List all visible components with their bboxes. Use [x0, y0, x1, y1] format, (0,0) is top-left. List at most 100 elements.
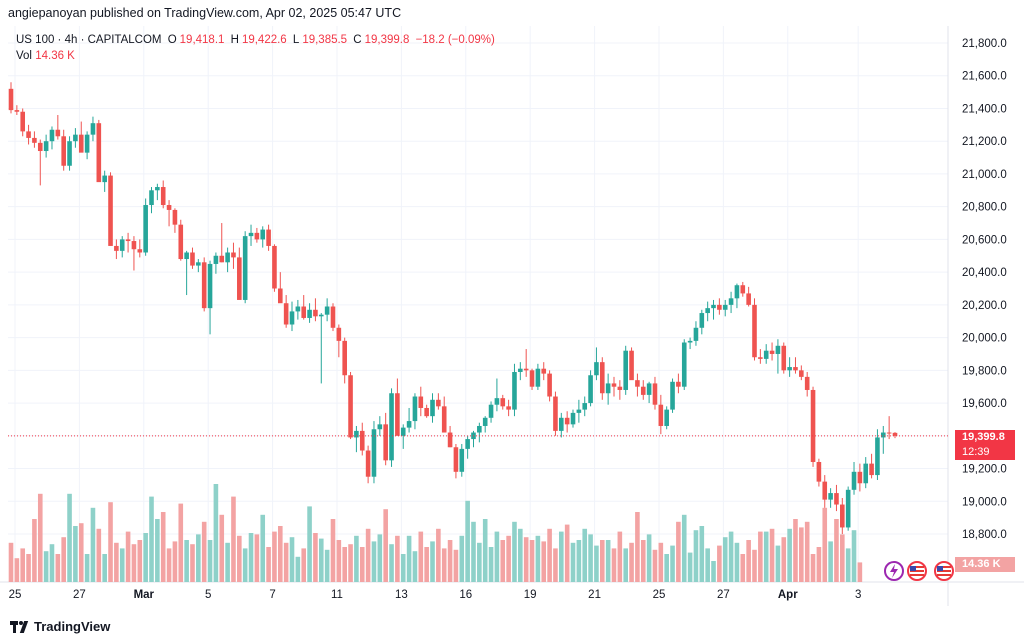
- y-tick-label: 21,200.0: [962, 136, 1007, 148]
- volume-bar: [84, 554, 90, 582]
- volume-bar: [793, 519, 798, 582]
- candle-body: [488, 404, 494, 418]
- symbol-label[interactable]: US 100 · 4h · CAPITALCOM: [16, 34, 162, 46]
- volume-bar: [26, 554, 31, 582]
- tradingview-logo-icon: [10, 620, 29, 633]
- volume-bar: [605, 540, 611, 582]
- candle-body: [711, 304, 716, 309]
- volume-bar: [670, 545, 675, 582]
- candle-body: [828, 493, 833, 500]
- volume-bar: [418, 531, 424, 582]
- y-tick-label: 20,400.0: [962, 267, 1007, 279]
- volume-bar: [277, 526, 283, 582]
- candle-body: [547, 373, 552, 397]
- volume-bar: [90, 507, 96, 582]
- volume-bar: [196, 534, 201, 582]
- volume-bar: [266, 547, 271, 582]
- volume-bar: [500, 540, 506, 582]
- us-flag-icon[interactable]: [934, 561, 954, 581]
- x-tick-label: 7: [269, 589, 275, 601]
- candle-body: [318, 314, 324, 317]
- volume-bar: [553, 548, 558, 582]
- volume-bar: [254, 534, 260, 582]
- volume-bar: [763, 531, 769, 582]
- candle-body: [389, 393, 394, 461]
- candle-body: [406, 421, 412, 428]
- volume-bar: [78, 523, 84, 582]
- last-price-value: 19,399.8: [962, 431, 1005, 443]
- volume-bar: [740, 554, 746, 582]
- volume-bar: [629, 542, 634, 582]
- volume-bar: [283, 542, 289, 582]
- candle-body: [231, 252, 236, 258]
- volume-bar: [108, 502, 113, 582]
- volume-bar: [67, 493, 72, 582]
- volume-bar: [547, 528, 552, 582]
- volume-bar: [301, 548, 307, 582]
- candle-body: [377, 424, 383, 430]
- y-tick-label: 21,800.0: [962, 38, 1007, 50]
- volume-bar: [810, 554, 816, 582]
- volume-bar: [242, 548, 248, 582]
- volume-bar: [529, 540, 535, 582]
- volume-bar: [237, 535, 242, 582]
- candle-body: [102, 175, 107, 183]
- volume-bar: [32, 519, 37, 582]
- open-value: 19,418.1: [179, 34, 225, 46]
- candle-body: [617, 386, 623, 390]
- candle-body: [55, 129, 61, 137]
- volume-bar: [722, 537, 728, 582]
- candle-body: [424, 407, 429, 417]
- volume-bar: [49, 544, 55, 582]
- volume-bar: [336, 540, 342, 582]
- volume-bar: [289, 537, 295, 582]
- x-tick-label: 27: [73, 589, 86, 601]
- x-tick-label: 25: [653, 589, 666, 601]
- candle-body: [869, 463, 874, 476]
- candle-body: [518, 368, 523, 372]
- volume-bar: [400, 554, 406, 582]
- candle-body: [26, 131, 31, 138]
- volume-bar: [664, 554, 669, 582]
- candle-body: [272, 245, 277, 289]
- candle-body: [857, 471, 863, 484]
- candle-body: [658, 404, 664, 426]
- volume-label[interactable]: Vol: [16, 50, 32, 62]
- lightning-icon[interactable]: [884, 561, 904, 581]
- us-flag-icon[interactable]: [907, 561, 927, 581]
- candlestick-chart[interactable]: 21,800.0 21,600.0 21,400.0 21,200.0 21,000.0…: [0, 26, 1024, 606]
- candle-body: [851, 471, 857, 490]
- ohlc-legend: US 100 · 4h · CAPITALCOM O 19,418.1 H 19,4…: [16, 34, 498, 46]
- volume-bar: [272, 531, 277, 582]
- volume-bar: [383, 509, 388, 582]
- candle-body: [219, 255, 225, 263]
- candle-body: [20, 111, 26, 132]
- candle-body: [125, 239, 131, 242]
- volume-bar: [61, 537, 66, 582]
- volume-bar: [822, 507, 828, 582]
- chart-area[interactable]: 21,800.0 21,600.0 21,400.0 21,200.0 21,000.0…: [0, 26, 1024, 606]
- brand-label: TradingView: [34, 619, 111, 634]
- candle-body: [512, 371, 517, 410]
- candle-body: [418, 396, 424, 408]
- candle-body: [588, 375, 593, 404]
- volume-bar: [73, 526, 78, 582]
- volume-bar: [260, 514, 266, 582]
- volume-bar: [295, 556, 301, 582]
- candle-body: [90, 123, 96, 135]
- candle-body: [769, 350, 775, 354]
- low-value: 19,385.5: [302, 34, 348, 46]
- volume-bar: [160, 512, 166, 582]
- high-value: 19,422.6: [241, 34, 287, 46]
- volume-bar: [576, 540, 582, 582]
- candle-body: [32, 137, 37, 143]
- candle-body: [822, 481, 828, 500]
- volume-bar: [8, 542, 14, 582]
- candle-body: [207, 263, 213, 309]
- volume-bar: [453, 549, 459, 582]
- close-label: C: [353, 34, 362, 46]
- volume-bar: [758, 531, 763, 582]
- candle-body: [482, 417, 488, 426]
- candle-body: [430, 399, 435, 417]
- tradingview-brand[interactable]: TradingView: [10, 619, 110, 634]
